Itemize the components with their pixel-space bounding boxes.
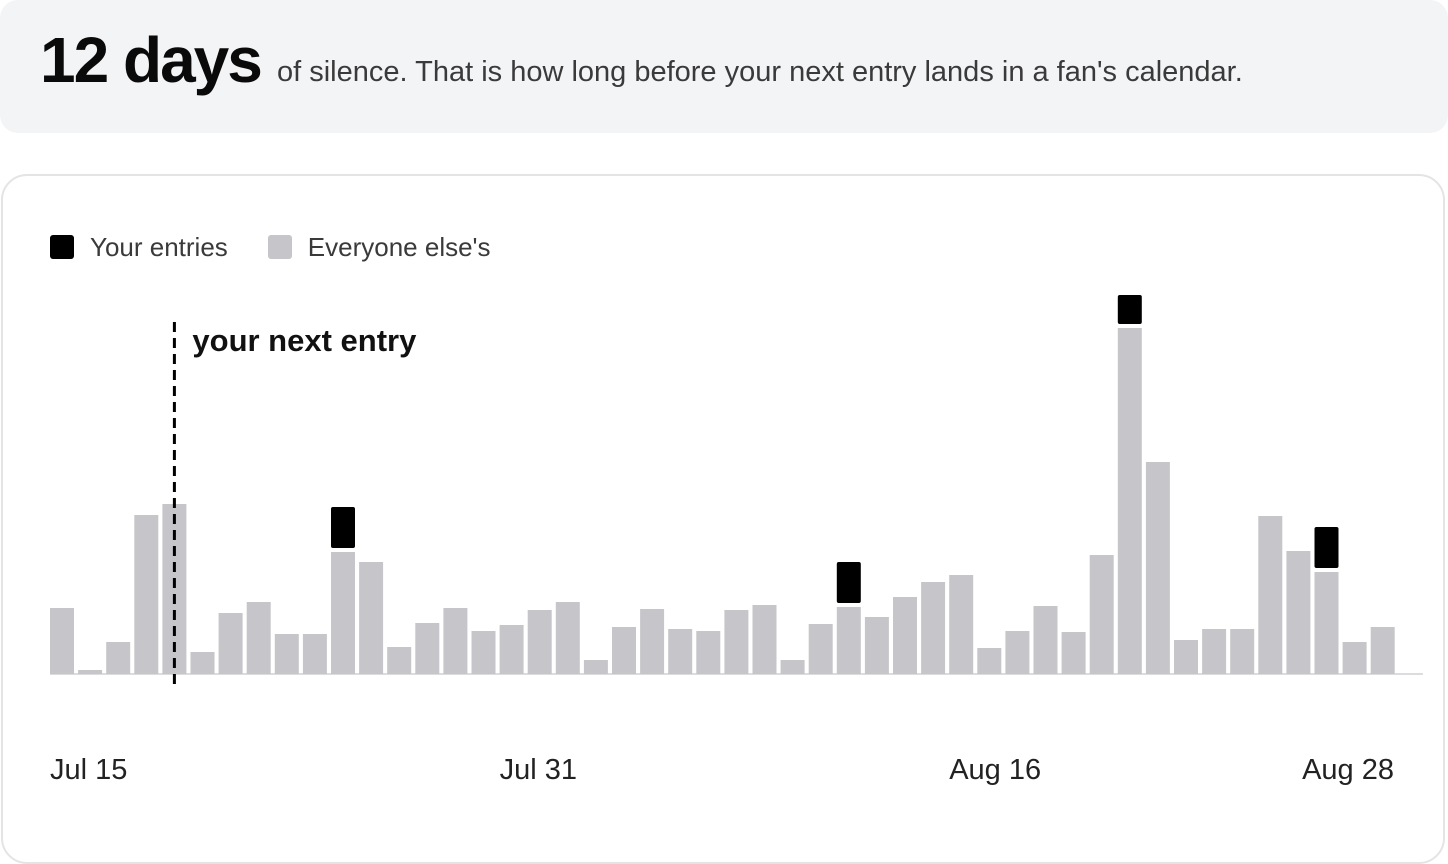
- bar-others: [499, 625, 524, 674]
- bar-others: [274, 634, 299, 674]
- legend-label-others: Everyone else's: [307, 231, 491, 262]
- bar-others: [949, 575, 974, 674]
- bar-others: [302, 634, 327, 674]
- bar-yours: [1314, 527, 1339, 568]
- bar-yours: [836, 562, 861, 603]
- x-tick-label: Jul 31: [500, 754, 577, 786]
- bar-others: [218, 613, 243, 674]
- bar-others: [1342, 642, 1367, 674]
- bar-others: [190, 652, 215, 674]
- legend-item-yours: Your entries: [50, 232, 228, 263]
- bar-yours: [1117, 295, 1142, 324]
- bar-others: [415, 623, 440, 674]
- bar-others: [1202, 629, 1227, 674]
- bar-others: [1089, 555, 1114, 674]
- summary-text: of silence. That is how long before your…: [277, 56, 1243, 88]
- bar-others: [640, 609, 665, 674]
- x-tick-label: Aug 16: [949, 754, 1041, 786]
- bar-others: [1258, 516, 1283, 674]
- legend-swatch-yours: [50, 235, 74, 259]
- bar-others: [583, 660, 608, 674]
- bar-others: [359, 562, 384, 674]
- bar-others: [443, 608, 468, 674]
- next-entry-annotation: your next entry: [192, 323, 417, 358]
- bar-others: [134, 515, 159, 674]
- bar-others: [1174, 640, 1198, 674]
- chart-card: [1, 174, 1445, 864]
- legend-label-yours: Your entries: [90, 231, 228, 262]
- bar-others: [387, 647, 412, 674]
- bar-others: [1370, 627, 1395, 674]
- bar-others: [50, 608, 74, 674]
- bar-others: [864, 617, 889, 674]
- bar-others: [1314, 572, 1339, 674]
- bar-others: [724, 610, 749, 674]
- bar-others: [1033, 606, 1058, 674]
- bar-others: [1005, 631, 1030, 674]
- bar-others: [1145, 462, 1170, 674]
- x-tick-label: Aug 28: [1302, 754, 1394, 786]
- bar-yours: [331, 507, 355, 548]
- bar-others: [106, 642, 131, 674]
- bar-others: [780, 660, 805, 674]
- bar-others: [527, 610, 552, 674]
- bar-others: [808, 624, 833, 674]
- chart-legend: Your entries Everyone else's: [50, 230, 531, 264]
- bar-others: [78, 670, 103, 674]
- summary-banner: 12 days of silence. That is how long bef…: [0, 0, 1448, 133]
- bar-others: [893, 597, 917, 674]
- bar-others: [1061, 632, 1086, 674]
- legend-swatch-others: [267, 235, 292, 259]
- bar-others: [471, 631, 496, 674]
- bar-others: [696, 631, 721, 674]
- bar-others: [331, 552, 355, 674]
- bar-others: [1117, 328, 1142, 674]
- x-tick-label: Jul 15: [50, 754, 127, 786]
- bar-others: [1286, 551, 1311, 674]
- bar-others: [921, 582, 946, 674]
- bar-others: [1230, 629, 1255, 674]
- bar-others: [555, 602, 580, 674]
- bar-others: [752, 605, 777, 674]
- bar-others: [668, 629, 693, 674]
- bar-others: [836, 607, 861, 674]
- bar-others: [246, 602, 271, 674]
- legend-item-others: Everyone else's: [267, 231, 491, 263]
- bar-others: [977, 648, 1002, 674]
- bar-others: [612, 627, 636, 674]
- days-count: 12 days: [40, 24, 263, 96]
